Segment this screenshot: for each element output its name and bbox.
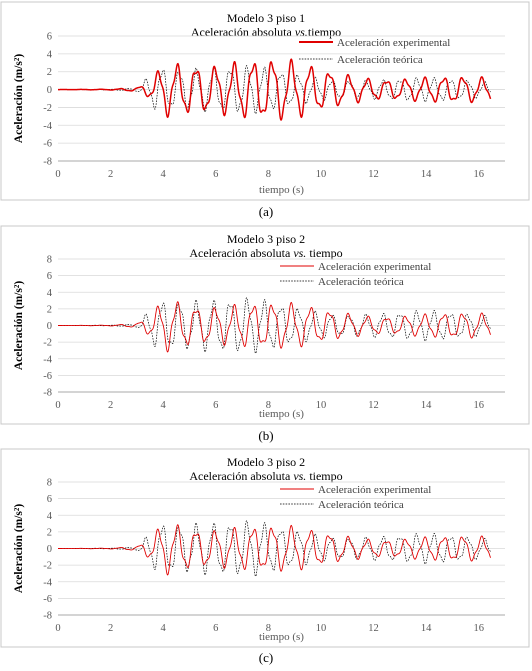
chart-a-caption: (a) [258, 204, 274, 219]
chart-c-series-theoretical [58, 520, 491, 577]
chart-a-title-line1: Modelo 3 piso 1 [227, 11, 305, 25]
chart-c-svg: Modelo 3 piso 2 Aceleración absoluta vs.… [0, 448, 530, 648]
chart-c-xtick-label: 0 [55, 623, 60, 634]
chart-b-xtick-label: 6 [213, 400, 218, 411]
chart-b-ytick-label: -6 [43, 371, 52, 382]
chart-a-ytick-label: -8 [43, 157, 52, 168]
chart-a-ytick-label: 2 [47, 67, 52, 78]
chart-b-title-line2: Aceleración absoluta vs. tiempo [189, 246, 342, 260]
chart-a-xtick-label: 0 [55, 169, 60, 180]
chart-b-ytick-label: 0 [47, 321, 52, 332]
chart-b-xtick-label: 2 [108, 400, 113, 411]
chart-c-xlabel: tiempo (s) [259, 631, 304, 643]
chart-c-ytick-label: 8 [47, 478, 52, 489]
chart-b-xtick-label: 10 [316, 400, 327, 411]
chart-a-legend-label-experimental: Aceleración experimental [337, 37, 450, 49]
chart-c-xtick-label: 10 [316, 623, 327, 634]
chart-a-xtick-label: 6 [213, 169, 218, 180]
chart-b-series-theoretical [58, 297, 491, 354]
chart-b-ytick-label: -2 [43, 338, 52, 349]
chart-b-xtick-label: 14 [421, 400, 432, 411]
chart-a-ytick-label: -4 [43, 121, 52, 132]
chart-a-frame [0, 1, 530, 201]
chart-panel-a: Modelo 3 piso 1 Aceleración absoluta vs.… [0, 0, 532, 224]
chart-c-caption: (c) [258, 650, 274, 665]
chart-b-legend-label-theoretical: Aceleración teórica [318, 276, 404, 288]
chart-c-xtick-label: 12 [368, 623, 379, 634]
chart-b-ytick-label: 8 [47, 255, 52, 266]
chart-c-title-line2: Aceleración absoluta vs. tiempo [189, 469, 342, 483]
chart-a-svg: Modelo 3 piso 1 Aceleración absoluta vs.… [0, 1, 530, 201]
chart-c-legend-label-experimental: Aceleración experimental [318, 484, 431, 496]
chart-b-xtick-label: 0 [55, 400, 60, 411]
chart-c-ytick-label: 2 [47, 527, 52, 538]
chart-a-xtick-label: 12 [368, 169, 379, 180]
chart-b-caption: (b) [258, 428, 274, 443]
chart-b-legend-label-experimental: Aceleración experimental [318, 261, 431, 273]
chart-c-title-line1: Modelo 3 piso 2 [227, 455, 305, 469]
chart-c-ytick-label: 6 [47, 494, 52, 505]
chart-panel-b: Modelo 3 piso 2 Aceleración absoluta vs.… [0, 224, 532, 448]
chart-a-xtick-label: 14 [421, 169, 432, 180]
chart-c-ytick-label: -4 [43, 577, 52, 588]
chart-b-ytick-label: 4 [47, 288, 53, 299]
chart-b-xtick-label: 8 [266, 400, 271, 411]
chart-c-ylabel: Aceleración (m/s²) [13, 504, 25, 594]
chart-b-ytick-label: 2 [47, 304, 52, 315]
chart-c-series-experimental [58, 524, 491, 576]
chart-c-xtick-label: 4 [161, 623, 167, 634]
chart-a-ytick-label: 6 [47, 32, 52, 43]
chart-a-ytick-label: -6 [43, 139, 52, 150]
chart-a-ylabel: Aceleración (m/s²) [13, 54, 25, 144]
chart-a-ytick-label: 0 [47, 85, 52, 96]
chart-a-legend-label-theoretical: Aceleración teórica [337, 54, 423, 66]
chart-b-xtick-label: 12 [368, 400, 379, 411]
chart-c-xtick-label: 14 [421, 623, 432, 634]
chart-b-xtick-label: 4 [161, 400, 167, 411]
chart-a-xtick-label: 16 [473, 169, 484, 180]
chart-a-xtick-label: 4 [161, 169, 167, 180]
chart-a-xtick-label: 10 [316, 169, 327, 180]
chart-b-ytick-label: -8 [43, 388, 52, 399]
chart-b-ytick-label: -4 [43, 354, 52, 365]
chart-panel-c: Modelo 3 piso 2 Aceleración absoluta vs.… [0, 447, 532, 671]
chart-a-ytick-label: -2 [43, 103, 52, 114]
chart-c-ytick-label: -6 [43, 594, 52, 605]
chart-c-xtick-label: 6 [213, 623, 218, 634]
chart-c-xtick-label: 8 [266, 623, 271, 634]
chart-c-legend-label-theoretical: Aceleración teórica [318, 499, 404, 511]
chart-a-xlabel: tiempo (s) [259, 184, 304, 196]
chart-b-series-experimental [58, 301, 491, 353]
chart-c-ytick-label: 4 [47, 511, 53, 522]
chart-c-ytick-label: -2 [43, 561, 52, 572]
chart-b-xlabel: tiempo (s) [259, 408, 304, 420]
chart-a-xtick-label: 8 [266, 169, 271, 180]
chart-a-xtick-label: 2 [108, 169, 113, 180]
chart-a-title-line2: Aceleración absoluta vs.tiempo [191, 25, 341, 39]
chart-b-svg: Modelo 3 piso 2 Aceleración absoluta vs.… [0, 225, 530, 425]
chart-b-ylabel: Aceleración (m/s²) [13, 281, 25, 371]
chart-b-title-line1: Modelo 3 piso 2 [227, 232, 305, 246]
chart-c-xtick-label: 16 [473, 623, 484, 634]
chart-b-ytick-label: 6 [47, 271, 52, 282]
chart-c-ytick-label: 0 [47, 544, 52, 555]
chart-a-series-experimental [58, 58, 492, 121]
chart-b-xtick-label: 16 [473, 400, 484, 411]
chart-c-ytick-label: -8 [43, 611, 52, 622]
chart-c-xtick-label: 2 [108, 623, 113, 634]
chart-a-ytick-label: 4 [47, 49, 53, 60]
